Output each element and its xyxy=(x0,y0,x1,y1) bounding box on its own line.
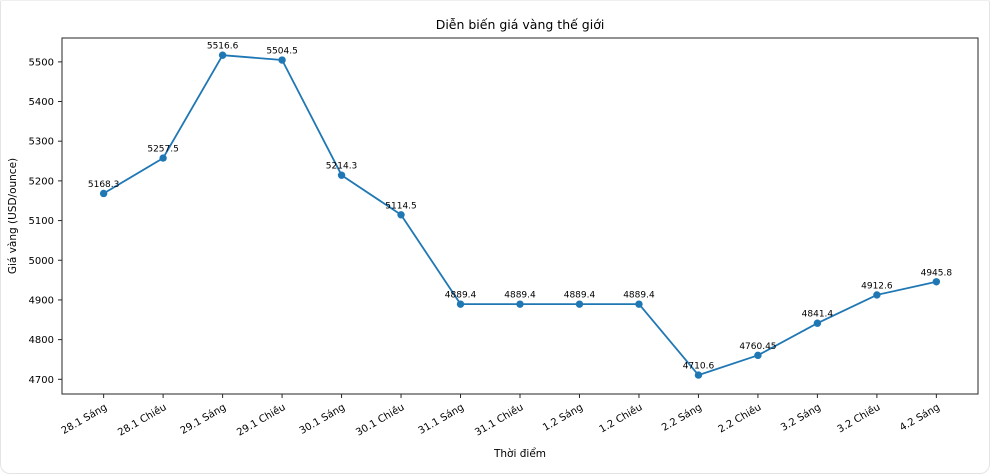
x-tick-label: 30.1 Chiều xyxy=(354,401,407,438)
y-tick-label: 4800 xyxy=(29,335,54,346)
x-tick-label: 31.1 Chiều xyxy=(473,401,526,438)
y-tick-label: 5400 xyxy=(29,97,54,108)
data-point-marker xyxy=(218,51,227,59)
x-tick-label: 1.2 Chiều xyxy=(597,401,644,435)
x-tick-label: 4.2 Sáng xyxy=(898,401,942,434)
x-tick-label: 31.1 Sáng xyxy=(416,401,466,437)
y-tick-label: 4900 xyxy=(29,295,54,306)
data-point-marker xyxy=(575,300,584,308)
x-tick-label: 1.2 Sáng xyxy=(541,401,585,434)
data-point-label: 4945.8 xyxy=(921,268,953,278)
data-point-label: 4912.6 xyxy=(861,281,893,291)
data-point-marker xyxy=(754,351,762,360)
data-point-label: 4889.4 xyxy=(445,291,477,301)
data-point-marker xyxy=(397,211,405,219)
data-point-label: 5114.5 xyxy=(385,201,417,211)
y-tick-label: 5300 xyxy=(29,137,54,148)
data-point-label: 5504.5 xyxy=(266,47,298,57)
data-point-marker xyxy=(813,319,822,327)
data-point-label: 4841.4 xyxy=(802,310,834,320)
x-tick-label: 29.1 Sáng xyxy=(178,401,228,437)
x-tick-label: 2.2 Chiều xyxy=(716,401,763,435)
data-point-label: 5214.3 xyxy=(326,162,358,172)
y-tick-label: 5500 xyxy=(29,57,54,68)
chart-title: Diễn biến giá vàng thế giới xyxy=(436,17,605,32)
y-tick-label: 4700 xyxy=(29,375,54,386)
x-tick-label: 28.1 Sáng xyxy=(59,401,109,437)
y-axis-label: Giá vàng (USD/ounce) xyxy=(7,158,19,274)
data-point-label: 4889.4 xyxy=(623,291,655,301)
y-tick-label: 5000 xyxy=(29,256,54,267)
price-line-series xyxy=(103,54,937,377)
data-point-marker xyxy=(932,278,941,286)
x-axis-label: Thời điểm xyxy=(493,447,546,460)
data-point-label: 4889.4 xyxy=(504,291,536,301)
data-point-marker xyxy=(516,300,524,308)
x-tick-label: 3.2 Sáng xyxy=(779,401,823,434)
data-point-marker xyxy=(456,300,465,308)
data-point-marker xyxy=(337,171,346,179)
x-tick-label: 3.2 Chiều xyxy=(835,401,882,435)
data-point-label: 5516.6 xyxy=(207,42,239,52)
data-point-label: 4760.45 xyxy=(739,342,776,352)
data-point-marker xyxy=(99,189,108,198)
data-point-label: 4889.4 xyxy=(564,291,596,301)
data-point-marker xyxy=(278,56,286,64)
x-tick-label: 2.2 Sáng xyxy=(660,401,704,434)
data-point-marker xyxy=(635,300,643,308)
y-tick-label: 5100 xyxy=(29,216,54,227)
x-tick-label: 28.1 Chiều xyxy=(116,401,169,438)
data-point-marker xyxy=(873,291,881,299)
x-tick-label: 29.1 Chiều xyxy=(235,401,288,438)
data-point-marker xyxy=(159,154,167,162)
x-tick-label: 30.1 Sáng xyxy=(297,401,347,437)
data-point-label: 4710.6 xyxy=(683,362,715,372)
data-point-label: 5257.5 xyxy=(147,145,179,155)
data-point-marker xyxy=(694,371,703,379)
data-point-label: 5168.3 xyxy=(88,180,120,190)
y-tick-label: 5200 xyxy=(29,176,54,187)
plot-area-spines xyxy=(61,37,979,395)
